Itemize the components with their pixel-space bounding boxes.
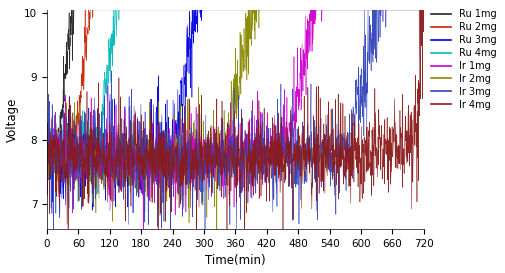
Legend: Ru 1mg, Ru 2mg, Ru 3mg, Ru 4mg, Ir 1mg, Ir 2mg, Ir 3mg, Ir 4mg: Ru 1mg, Ru 2mg, Ru 3mg, Ru 4mg, Ir 1mg, …	[427, 5, 499, 114]
Y-axis label: Voltage: Voltage	[6, 97, 19, 142]
X-axis label: Time(min): Time(min)	[205, 254, 265, 268]
